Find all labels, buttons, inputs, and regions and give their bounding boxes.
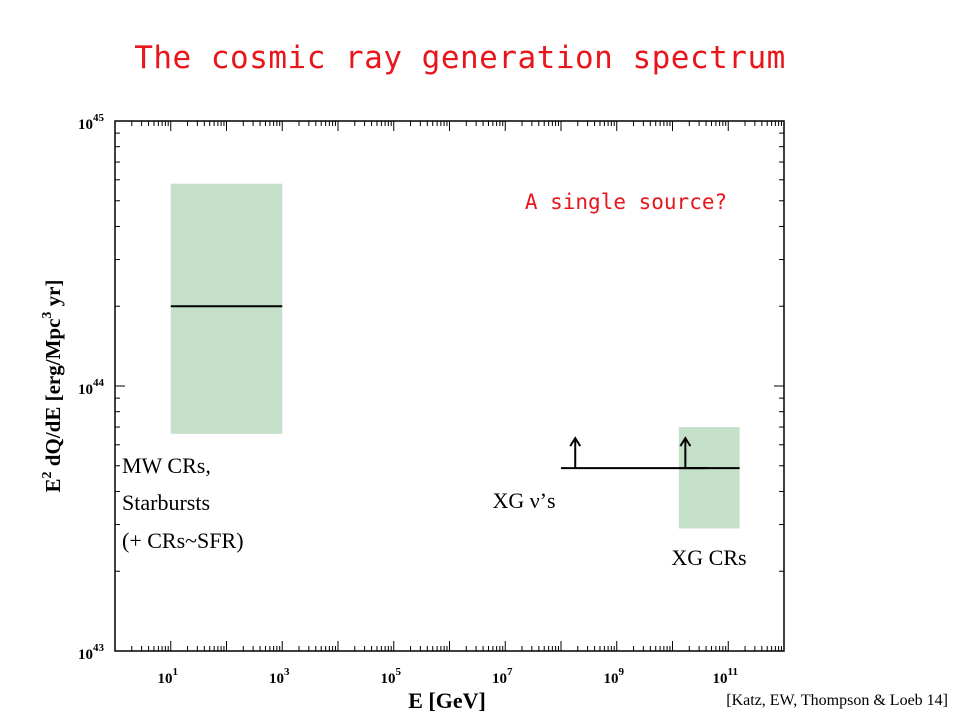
y-tick-label: 1043 [78,642,105,663]
mw-annotation: MW CRs, Starbursts (+ CRs~SFR) [122,453,244,553]
mw-label-line2: Starbursts [122,490,210,515]
range-band-1 [170,183,283,434]
bands-layer [170,183,740,529]
x-tick-label: 109 [604,666,625,687]
xg-cr-label: XG CRs [671,545,746,570]
limit-layer [561,436,708,470]
x-axis-label: E [GeV] [408,688,486,713]
y-axis-label-pre: E [41,478,65,492]
ticks-layer: 101 103 105 107 109 1011 1043 1044 1045 [78,112,784,687]
question-label: A single source? [525,190,727,214]
x-tick-label: 103 [269,666,290,687]
x-tick-label: 105 [381,666,402,687]
x-tick-label: 1011 [713,666,738,687]
citation: [Katz, EW, Thompson & Loeb 14] [726,692,948,709]
y-axis-label: E2 dQ/dE [erg/Mpc3 yr] [40,280,65,493]
x-tick-label: 107 [492,666,513,687]
y-tick-label: 1045 [78,112,105,133]
lower-limit-arrowhead-2 [679,436,692,447]
x-tick-label: 101 [158,666,179,687]
y-axis-label-post: yr] [41,280,65,312]
y-axis-label-sup2: 3 [40,312,55,319]
mw-label-line3: (+ CRs~SFR) [122,528,244,553]
y-axis-label-sup1: 2 [40,471,55,478]
y-axis-label-mid: dQ/dE [erg/Mpc [41,319,65,472]
xg-nu-label: XG ν’s [492,488,555,513]
slide-title: The cosmic ray generation spectrum [134,40,786,76]
lower-limit-arrowhead-1 [569,436,582,447]
y-tick-label: 1044 [78,377,105,398]
mw-label-line1: MW CRs, [122,453,211,478]
